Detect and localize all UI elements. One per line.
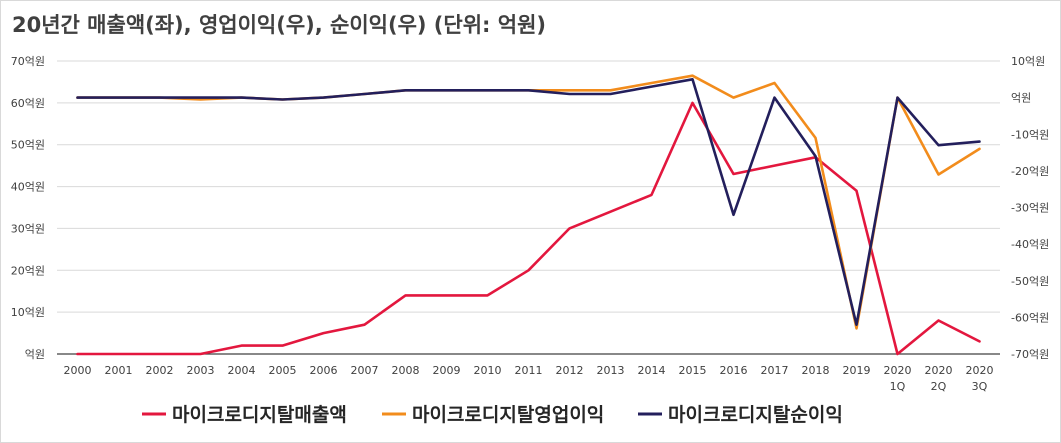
x-tick-label: 2005 xyxy=(269,364,297,377)
x-tick-label: 2009 xyxy=(433,364,461,377)
right-tick-label: -50억원 xyxy=(1011,275,1049,288)
x-tick-label: 2002 xyxy=(146,364,174,377)
x-tick-label: 2001 xyxy=(105,364,133,377)
x-tick-label: 2020 xyxy=(925,364,953,377)
legend-item: 마이크로디지탈매출액 xyxy=(142,404,347,426)
legend-label: 마이크로디지탈순이익 xyxy=(668,404,843,426)
x-tick-label: 2010 xyxy=(474,364,502,377)
series-line-3 xyxy=(76,78,981,327)
x-axis-ticks: 2000 2001 2002 2003 2004 2005 2006 2007 2008 2009… xyxy=(64,364,994,393)
left-tick-label: 60억원 xyxy=(11,97,45,110)
left-tick-label: 50억원 xyxy=(11,139,45,152)
legend-label: 마이크로디지탈매출액 xyxy=(172,404,347,426)
x-tick-label: 2013 xyxy=(597,364,625,377)
x-tick-label: 2019 xyxy=(843,364,871,377)
x-tick-label: 2015 xyxy=(679,364,707,377)
left-tick-label: 40억원 xyxy=(11,181,45,194)
left-tick-label: 20억원 xyxy=(11,264,45,277)
gridlines xyxy=(57,60,1000,355)
x-tick-label: 2008 xyxy=(392,364,420,377)
right-tick-label: -10억원 xyxy=(1011,128,1049,141)
x-tick-label: 2020 xyxy=(966,364,994,377)
left-tick-label: 억원 xyxy=(25,348,45,361)
x-tick-label: 2003 xyxy=(187,364,215,377)
x-tick-label: 2007 xyxy=(351,364,379,377)
x-tick-label: 2017 xyxy=(761,364,789,377)
left-tick-label: 30억원 xyxy=(11,222,45,235)
series-line-2 xyxy=(76,74,981,330)
right-tick-label: 억원 xyxy=(1011,92,1031,105)
right-tick-label: -70억원 xyxy=(1011,348,1049,361)
right-tick-label: -30억원 xyxy=(1011,202,1049,215)
legend: 마이크로디지탈매출액 마이크로디지탈영업이익 마이크로디지탈순이익 xyxy=(142,404,843,426)
legend-label: 마이크로디지탈영업이익 xyxy=(412,404,604,426)
left-tick-label: 10억원 xyxy=(11,306,45,319)
left-tick-label: 70억원 xyxy=(11,55,45,68)
right-tick-label: -20억원 xyxy=(1011,165,1049,178)
x-tick-label: 3Q xyxy=(972,380,988,393)
left-axis-ticks: 억원 10억원 20억원 30억원 40억원 50억원 60억원 70억원 xyxy=(11,55,45,361)
x-tick-label: 2018 xyxy=(802,364,830,377)
legend-item: 마이크로디지탈영업이익 xyxy=(382,404,604,426)
x-tick-label: 2000 xyxy=(64,364,92,377)
right-tick-label: -60억원 xyxy=(1011,311,1049,324)
x-tick-label: 2011 xyxy=(515,364,543,377)
x-tick-label: 2012 xyxy=(556,364,584,377)
right-tick-label: -40억원 xyxy=(1011,238,1049,251)
x-tick-label: 2014 xyxy=(638,364,666,377)
x-tick-label: 2Q xyxy=(931,380,947,393)
x-tick-label: 2020 xyxy=(884,364,912,377)
x-tick-label: 1Q xyxy=(890,380,906,393)
x-tick-label: 2004 xyxy=(228,364,256,377)
legend-item: 마이크로디지탈순이익 xyxy=(638,404,843,426)
series-line-1 xyxy=(76,101,981,356)
series-lines xyxy=(76,74,981,356)
right-tick-label: 10억원 xyxy=(1011,55,1045,68)
chart-title: 20년간 매출액(좌), 영업이익(우), 순이익(우) (단위: 억원) xyxy=(12,13,546,37)
x-tick-label: 2006 xyxy=(310,364,338,377)
x-tick-label: 2016 xyxy=(720,364,748,377)
